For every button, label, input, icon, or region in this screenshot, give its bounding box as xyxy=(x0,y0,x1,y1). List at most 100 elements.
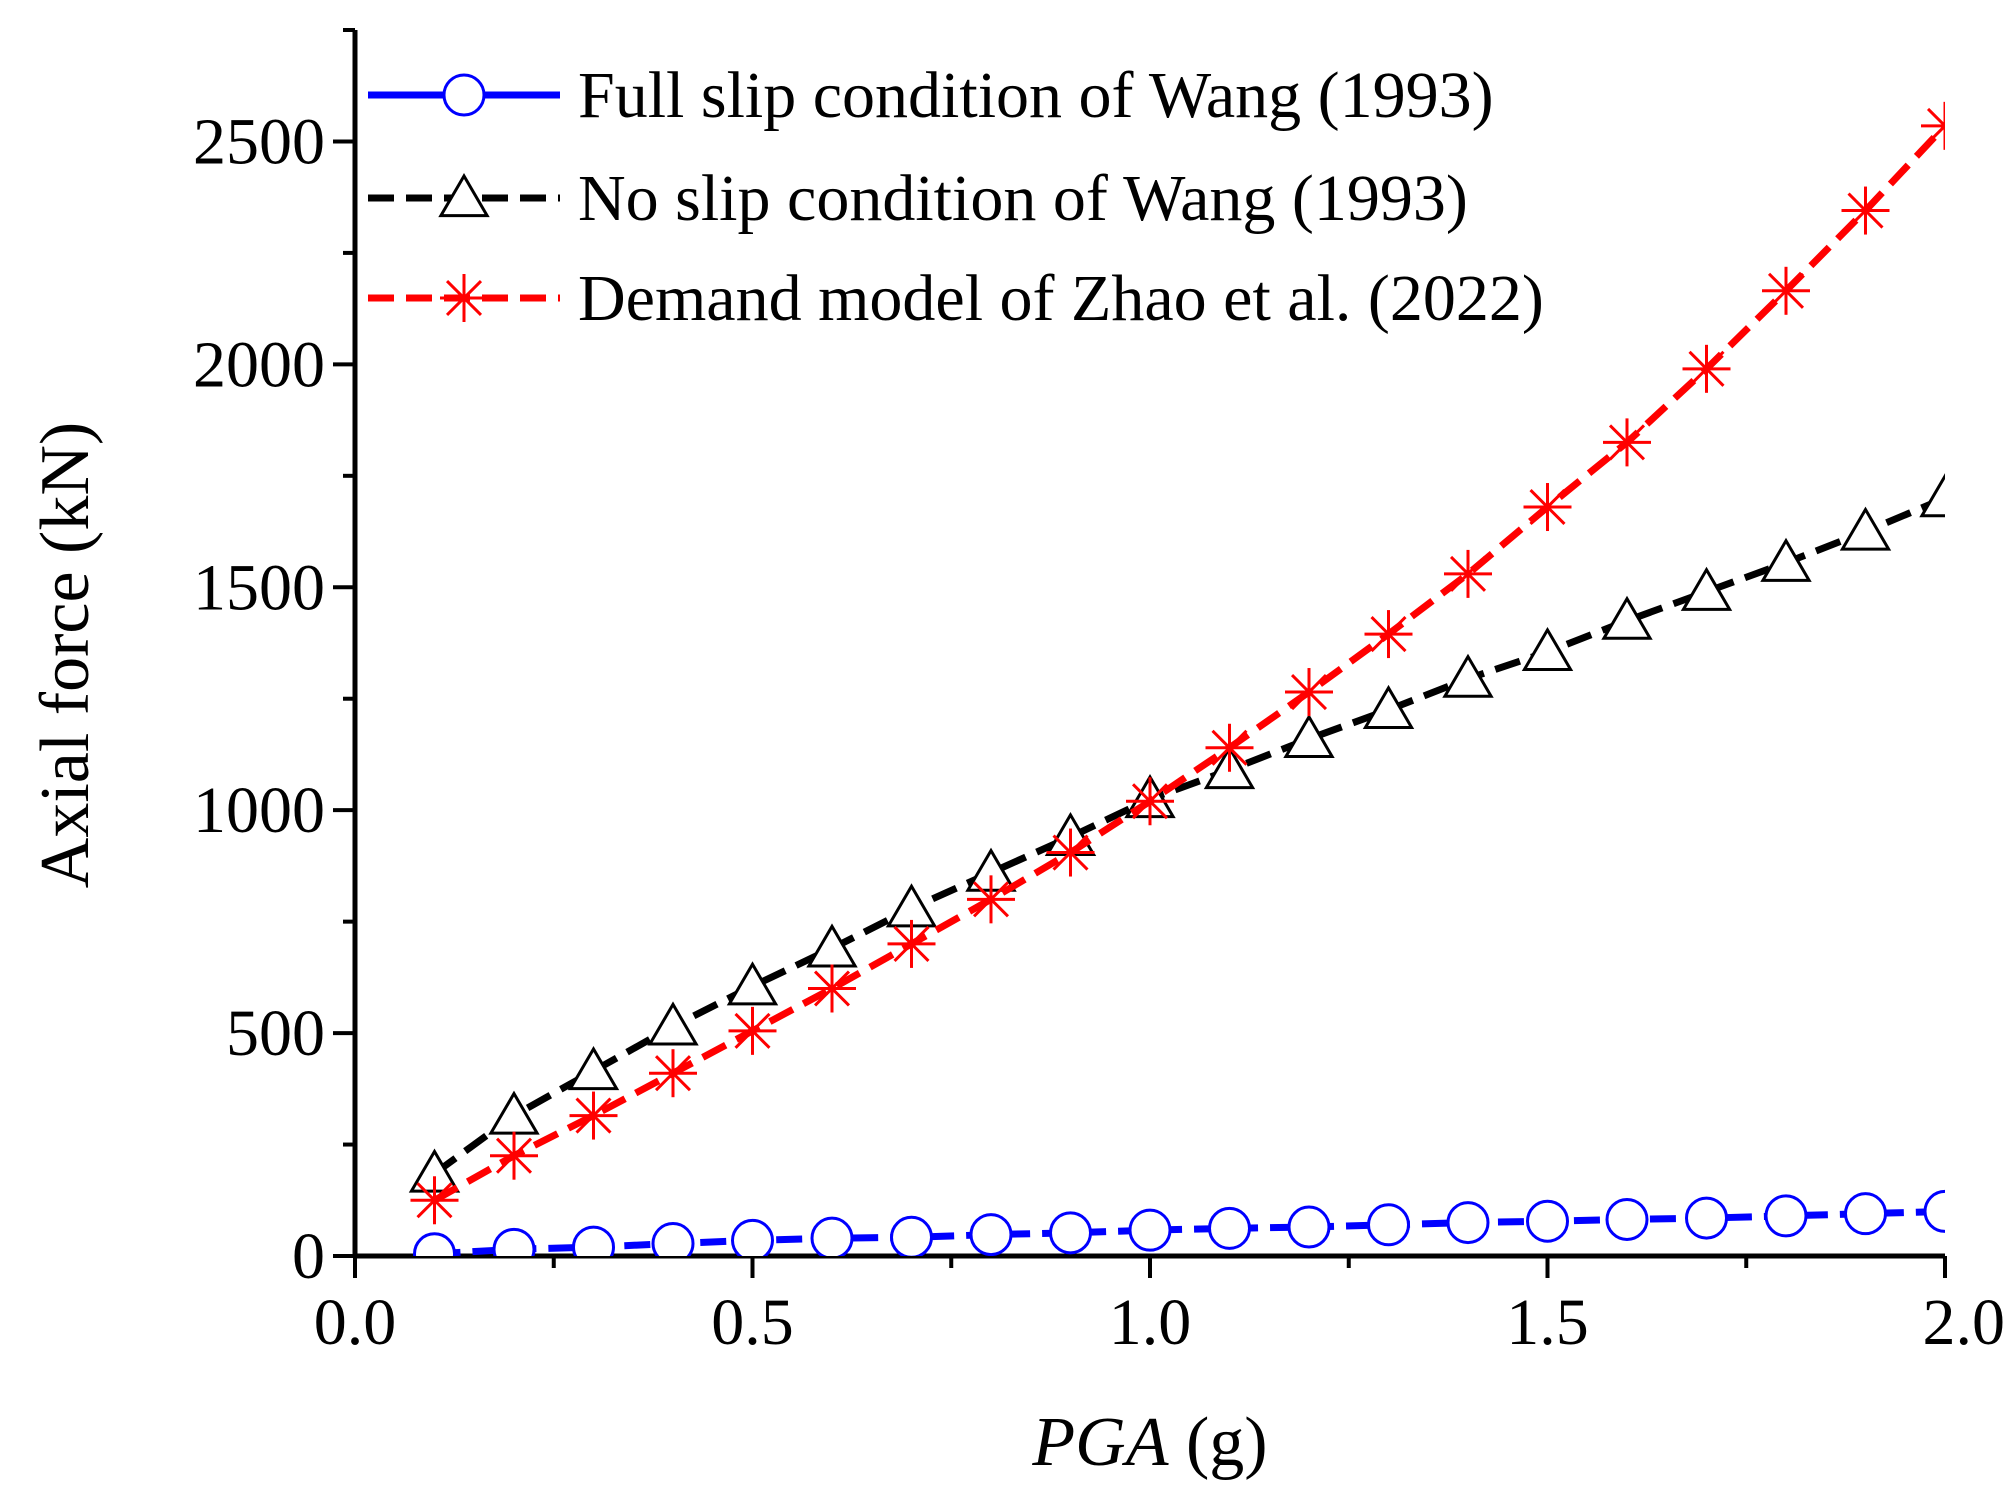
asterisk-stroke xyxy=(1449,555,1487,592)
data-point xyxy=(1446,1201,1490,1245)
data-point xyxy=(1762,266,1810,315)
data-point xyxy=(806,923,858,968)
asterisk-stroke xyxy=(1608,424,1646,461)
data-point xyxy=(967,875,1015,924)
asterisk-stroke xyxy=(734,1012,771,1049)
x-axis-title: PGA (g) xyxy=(1031,1404,1267,1481)
data-point xyxy=(1526,1199,1569,1243)
asterisk-stroke xyxy=(1370,616,1407,653)
asterisk-stroke xyxy=(1290,674,1328,711)
data-point xyxy=(1521,626,1574,672)
series-0 xyxy=(413,1189,1945,1256)
data-point xyxy=(1923,1189,1945,1233)
data-point xyxy=(887,919,936,968)
data-point xyxy=(1046,828,1095,877)
data-point xyxy=(728,1006,777,1055)
asterisk-stroke xyxy=(1688,350,1725,387)
asterisk-stroke xyxy=(1131,783,1169,820)
data-point xyxy=(1442,653,1494,698)
data-point xyxy=(726,961,779,1006)
data-point xyxy=(1682,344,1731,393)
asterisk-stroke xyxy=(495,1137,533,1174)
series-2 xyxy=(410,101,1945,1225)
data-point xyxy=(410,1176,459,1225)
asterisk-stroke xyxy=(654,1055,692,1092)
data-point xyxy=(1839,506,1892,551)
x-axis-title-italic: PGA xyxy=(1031,1404,1168,1481)
tick-marks xyxy=(333,28,1947,1278)
data-point xyxy=(651,1222,695,1256)
legend-entry-2: Demand model of Zhao et al. (2022) xyxy=(368,262,1544,335)
asterisk-stroke xyxy=(1847,192,1884,229)
x-tick-label: 1.0 xyxy=(1109,1286,1192,1359)
asterisk-stroke xyxy=(893,925,930,962)
data-point xyxy=(1603,418,1651,467)
asterisk-stroke xyxy=(1767,272,1805,309)
data-point xyxy=(1601,595,1653,640)
data-point xyxy=(1760,537,1812,582)
data-point xyxy=(1208,1206,1251,1250)
x-tick-label: 0.0 xyxy=(314,1286,397,1359)
data-point xyxy=(1283,713,1335,758)
data-point xyxy=(1921,101,1945,150)
y-tick-label: 2500 xyxy=(193,105,325,178)
y-tick-label: 2000 xyxy=(193,328,325,401)
x-tick-label: 1.5 xyxy=(1506,1286,1589,1359)
y-tick-label: 1000 xyxy=(193,774,325,847)
legend-marker xyxy=(442,73,486,117)
plot-series-area xyxy=(408,101,1945,1256)
asterisk-stroke xyxy=(1926,123,1945,144)
data-point xyxy=(808,964,856,1013)
data-point xyxy=(1444,549,1492,598)
data-point xyxy=(1685,1196,1728,1240)
y-tick-label: 1500 xyxy=(193,551,325,624)
data-point xyxy=(572,1225,615,1256)
data-point xyxy=(1523,483,1572,532)
data-point xyxy=(1287,1205,1331,1249)
asterisk-stroke xyxy=(575,1097,612,1134)
data-point xyxy=(492,1227,536,1256)
asterisk-stroke xyxy=(1211,729,1248,766)
legend-marker xyxy=(440,274,488,322)
data-point xyxy=(810,1216,854,1256)
asterisk-stroke xyxy=(416,1182,453,1219)
y-tick-label: 500 xyxy=(226,997,325,1070)
data-point xyxy=(1605,1197,1649,1241)
data-point xyxy=(1128,1208,1172,1252)
asterisk-stroke xyxy=(1052,834,1089,871)
data-point xyxy=(969,1213,1013,1256)
legend-entry-1: No slip condition of Wang (1993) xyxy=(368,162,1468,235)
data-point xyxy=(647,1001,699,1046)
data-point xyxy=(490,1131,538,1180)
x-tick-label: 0.5 xyxy=(711,1286,794,1359)
asterisk-stroke xyxy=(1529,488,1566,526)
data-point xyxy=(1367,1203,1410,1247)
legend-label: Full slip condition of Wang (1993) xyxy=(578,59,1494,132)
legend-label: Demand model of Zhao et al. (2022) xyxy=(578,262,1544,335)
x-tick-label: 2.0 xyxy=(1923,1286,2006,1359)
x-axis-title-unit: (g) xyxy=(1168,1404,1267,1481)
asterisk-stroke xyxy=(1926,107,1945,128)
data-point xyxy=(649,1049,697,1098)
x-tick-labels: 0.0 0.5 1.0 1.5 2.0 xyxy=(314,1286,2005,1359)
data-point xyxy=(488,1090,540,1135)
data-point xyxy=(1764,1194,1808,1238)
data-point xyxy=(731,1218,774,1256)
data-point xyxy=(885,883,938,928)
data-point xyxy=(1844,1192,1887,1236)
legend-label: No slip condition of Wang (1993) xyxy=(578,162,1468,235)
data-point xyxy=(1680,566,1733,611)
data-point xyxy=(1205,723,1254,772)
asterisk-stroke xyxy=(445,279,483,317)
y-tick-labels: 0 500 1000 1500 2000 2500 xyxy=(193,105,325,1293)
asterisk-stroke xyxy=(813,970,851,1007)
legend: Full slip condition of Wang (1993) No sli… xyxy=(368,59,1544,335)
data-point xyxy=(1841,186,1890,235)
data-point xyxy=(1049,1211,1092,1255)
data-point xyxy=(1126,777,1174,826)
legend-marker xyxy=(438,173,490,218)
data-point xyxy=(890,1215,933,1256)
data-point xyxy=(567,1046,620,1091)
data-point xyxy=(1364,610,1413,659)
data-point xyxy=(413,1232,456,1256)
